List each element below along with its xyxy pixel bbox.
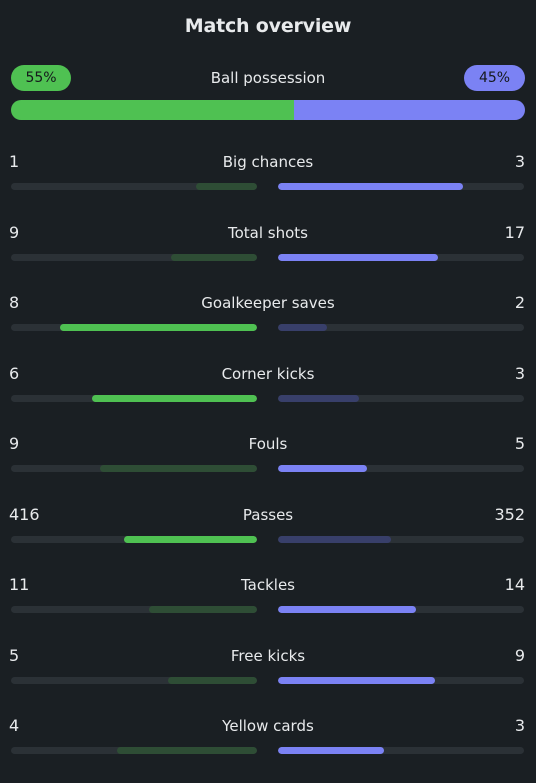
away-stat-fill (278, 535, 392, 543)
away-value: 3 (514, 152, 525, 171)
stat-row: 416 Passes 352 (9, 501, 525, 572)
away-possession-badge: 45% (464, 65, 525, 91)
stat-label: Goalkeeper saves (201, 294, 335, 312)
home-possession-fill (11, 100, 294, 120)
away-stat-bar (278, 465, 524, 472)
home-value: 1 (9, 152, 20, 171)
stat-label: Big chances (222, 153, 314, 171)
away-stat-fill (278, 324, 328, 331)
stat-label: Ball possession (210, 69, 326, 87)
away-stat-bar (278, 183, 524, 190)
away-stat-fill (278, 747, 384, 754)
stat-row: 11 Tackles 14 (9, 571, 525, 642)
stat-row: 9 Fouls 5 (9, 430, 525, 501)
away-stat-bar (278, 676, 524, 684)
home-stat-bar (11, 253, 257, 261)
stat-label: Fouls (248, 435, 288, 453)
away-stat-fill (278, 606, 416, 613)
home-stat-bar (11, 324, 257, 331)
home-value: 416 (9, 504, 40, 524)
away-value: 3 (514, 363, 525, 383)
stat-row: 8 Goalkeeper saves 2 (9, 289, 525, 360)
stat-label: Tackles (240, 576, 296, 594)
home-stat-bar (11, 465, 257, 472)
home-stat-bar (11, 676, 257, 684)
away-value: 2 (514, 293, 525, 312)
home-value: 11 (9, 575, 30, 594)
away-value: 14 (504, 575, 525, 594)
home-stat-bar (11, 606, 257, 613)
away-stat-fill (278, 465, 367, 472)
home-stat-bar (11, 394, 257, 402)
home-stat-fill (116, 747, 257, 754)
home-stat-bar (11, 535, 257, 543)
home-value: 4 (9, 716, 20, 735)
away-stat-bar (278, 747, 524, 754)
home-value: 8 (9, 293, 20, 312)
ball-possession-row: 55% Ball possession 45% (11, 65, 525, 121)
section-title: Match overview (184, 15, 352, 37)
stat-label: Yellow cards (222, 717, 314, 735)
home-possession-badge: 55% (11, 65, 71, 91)
stat-row: 5 Free kicks 9 (9, 642, 525, 713)
home-stat-fill (60, 324, 257, 331)
stat-row: 6 Corner kicks 3 (9, 360, 525, 431)
stat-label: Free kicks (230, 646, 306, 665)
home-stat-fill (148, 606, 257, 613)
home-stat-fill (124, 535, 257, 543)
home-stat-fill (99, 465, 257, 472)
stat-row: 4 Yellow cards 3 (9, 712, 525, 783)
away-stat-fill (278, 676, 436, 684)
away-stat-bar (278, 606, 524, 613)
away-stat-bar (278, 535, 524, 543)
away-stat-fill (278, 394, 360, 402)
home-stat-fill (168, 676, 257, 684)
stat-row: 1 Big chances 3 (9, 148, 525, 219)
home-value: 9 (9, 434, 20, 453)
home-stat-bar (11, 183, 257, 190)
away-value: 5 (514, 434, 525, 453)
home-value: 9 (9, 222, 20, 242)
home-stat-fill (195, 183, 257, 190)
away-value: 17 (504, 222, 525, 242)
home-value: 5 (9, 645, 20, 665)
possession-bar (11, 100, 525, 120)
away-stat-fill (278, 253, 438, 261)
stat-label: Total shots (228, 223, 308, 242)
away-value: 3 (514, 716, 525, 735)
away-value: 9 (514, 645, 525, 665)
stat-label: Corner kicks (221, 364, 315, 383)
away-stat-fill (278, 183, 463, 190)
away-stat-bar (278, 394, 524, 402)
stat-row: 9 Total shots 17 (9, 219, 525, 290)
home-stat-fill (92, 394, 257, 402)
home-stat-fill (170, 253, 257, 261)
stats-list: 1 Big chances 3 9 Total shots 17 8 Goalkeeper s… (9, 148, 525, 783)
away-value: 352 (494, 504, 525, 524)
home-stat-bar (11, 747, 257, 754)
stat-label: Passes (242, 505, 294, 524)
home-value: 6 (9, 363, 20, 383)
away-stat-bar (278, 253, 524, 261)
away-stat-bar (278, 324, 524, 331)
away-possession-fill (293, 100, 525, 120)
